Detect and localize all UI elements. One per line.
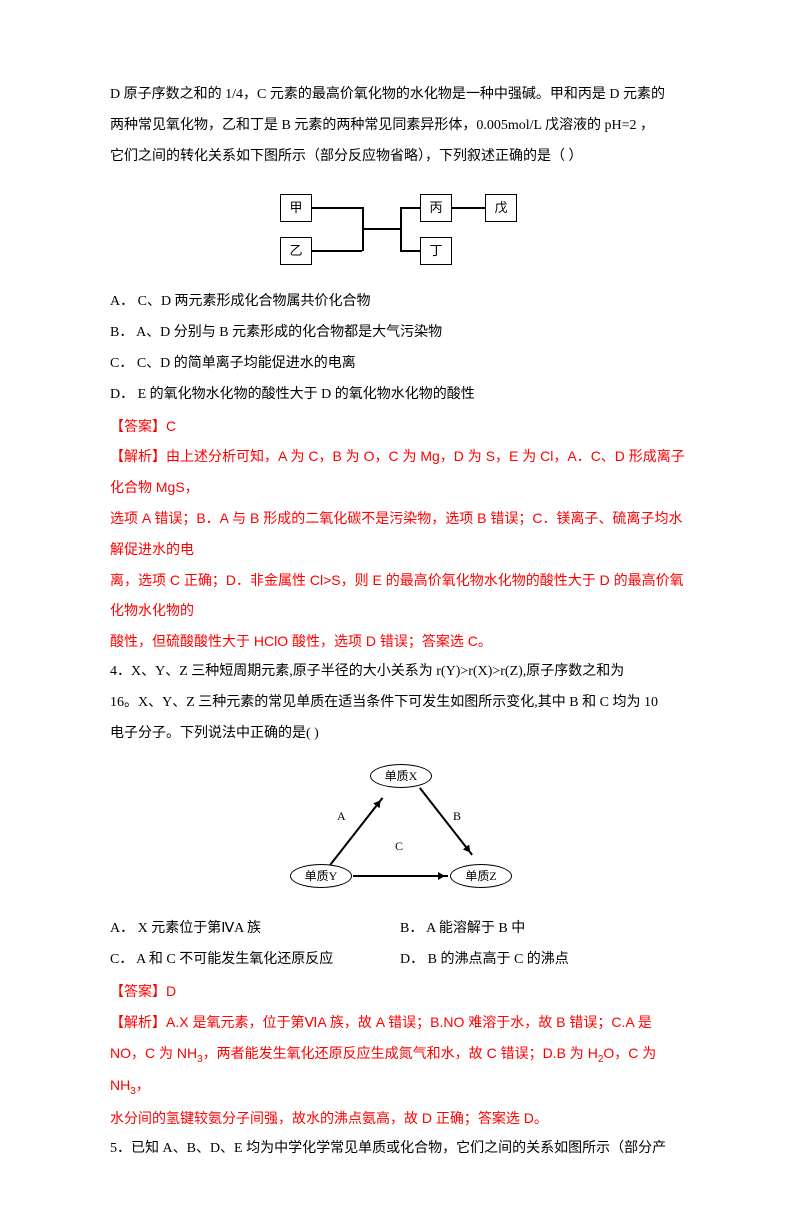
explanation-1d: 酸性，但硫酸酸性大于 HClO 酸性，选项 D 错误；答案选 C。 <box>110 626 690 657</box>
paragraph: D 原子序数之和的 1/4，C 元素的最高价氧化物的水化物是一种中强碱。甲和丙是… <box>110 80 690 111</box>
option-4a: A． X 元素位于第ⅣA 族 <box>110 914 400 945</box>
label-a: A <box>337 809 346 824</box>
paragraph: 两种常见氧化物，乙和丁是 B 元素的两种常见同素异形体，0.005mol/L 戊… <box>110 111 690 142</box>
question-4c: 电子分子。下列说法中正确的是( ) <box>110 719 690 750</box>
box-yi: 乙 <box>280 237 312 265</box>
diagram-1: 甲 乙 丙 丁 戊 <box>270 182 530 272</box>
box-jia: 甲 <box>280 194 312 222</box>
box-ding: 丁 <box>420 237 452 265</box>
label-c: C <box>395 839 403 854</box>
answer-1: 【答案】C <box>110 411 690 442</box>
option-b: B． A、D 分别与 B 元素形成的化合物都是大气污染物 <box>110 318 690 349</box>
explanation-1c: 离，选项 C 正确；D．非金属性 Cl>S，则 E 的最高价氧化物水化物的酸性大… <box>110 565 690 627</box>
option-row-1: A． X 元素位于第ⅣA 族 B． A 能溶解于 B 中 <box>110 914 690 945</box>
question-5: 5．已知 A、B、D、E 均为中学化学常见单质或化合物，它们之间的关系如图所示（… <box>110 1134 690 1165</box>
oval-x: 单质X <box>370 764 432 788</box>
box-wu: 戊 <box>485 194 517 222</box>
explanation-2b: NO，C 为 NH3，两者能发生氧化还原反应生成氮气和水，故 C 错误；D.B … <box>110 1038 690 1104</box>
question-4b: 16。X、Y、Z 三种元素的常见单质在适当条件下可发生如图所示变化,其中 B 和… <box>110 688 690 719</box>
option-4d: D． B 的沸点高于 C 的沸点 <box>400 945 690 976</box>
explanation-1a: 【解析】由上述分析可知，A 为 C，B 为 O，C 为 Mg，D 为 S，E 为… <box>110 441 690 503</box>
option-c: C． C、D 的简单离子均能促进水的电离 <box>110 349 690 380</box>
explanation-1b: 选项 A 错误；B．A 与 B 形成的二氧化碳不是污染物，选项 B 错误；C．镁… <box>110 503 690 565</box>
option-row-2: C． A 和 C 不可能发生氧化还原反应 D． B 的沸点高于 C 的沸点 <box>110 945 690 976</box>
option-4c: C． A 和 C 不可能发生氧化还原反应 <box>110 945 400 976</box>
box-bing: 丙 <box>420 194 452 222</box>
diagram-2: 单质X 单质Y 单质Z A B C <box>275 759 525 899</box>
label-b: B <box>453 809 461 824</box>
oval-z: 单质Z <box>450 864 512 888</box>
diagram-2-wrap: 单质X 单质Y 单质Z A B C <box>110 759 690 904</box>
answer-2: 【答案】D <box>110 976 690 1007</box>
explanation-2a: 【解析】A.X 是氧元素，位于第ⅥA 族，故 A 错误；B.NO 难溶于水，故 … <box>110 1007 690 1038</box>
explanation-2c: 水分间的氢键较氨分子间强，故水的沸点氨高，故 D 正确；答案选 D。 <box>110 1103 690 1134</box>
oval-y: 单质Y <box>290 864 352 888</box>
option-d: D． E 的氧化物水化物的酸性大于 D 的氧化物水化物的酸性 <box>110 380 690 411</box>
option-4b: B． A 能溶解于 B 中 <box>400 914 690 945</box>
diagram-1-wrap: 甲 乙 丙 丁 戊 <box>110 182 690 277</box>
option-a: A． C、D 两元素形成化合物属共价化合物 <box>110 287 690 318</box>
paragraph: 它们之间的转化关系如下图所示（部分反应物省略），下列叙述正确的是（ ） <box>110 142 690 173</box>
question-4a: 4．X、Y、Z 三种短周期元素,原子半径的大小关系为 r(Y)>r(X)>r(Z… <box>110 657 690 688</box>
